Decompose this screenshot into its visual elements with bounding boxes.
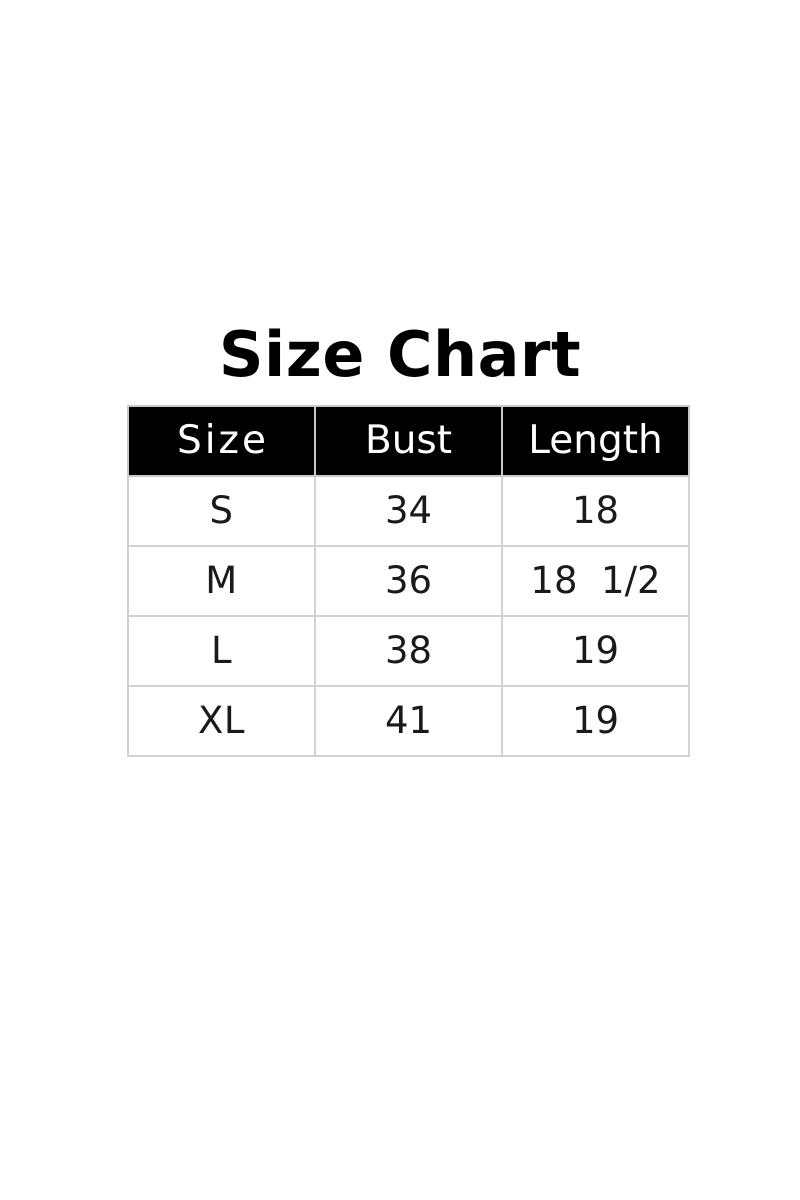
size-chart-table: Size Bust Length S 34 18 M 36 18 1/2 L — [127, 405, 690, 757]
column-header-length: Length — [501, 405, 690, 477]
column-header-bust: Bust — [314, 405, 503, 477]
page-title: Size Chart — [218, 318, 582, 391]
cell-size: S — [127, 475, 316, 547]
table-header: Size Bust Length — [127, 405, 690, 477]
cell-size: L — [127, 615, 316, 687]
cell-length: 18 — [501, 475, 690, 547]
table-body: S 34 18 M 36 18 1/2 L 38 19 XL 41 1 — [127, 475, 690, 757]
cell-length: 18 1/2 — [501, 545, 690, 617]
size-chart-table-container: Size Bust Length S 34 18 M 36 18 1/2 L — [127, 405, 690, 757]
table-row: L 38 19 — [127, 615, 690, 687]
cell-bust: 34 — [314, 475, 503, 547]
cell-length: 19 — [501, 615, 690, 687]
cell-length: 19 — [501, 685, 690, 757]
cell-bust: 41 — [314, 685, 503, 757]
cell-bust: 38 — [314, 615, 503, 687]
column-header-size: Size — [127, 405, 316, 477]
table-header-row: Size Bust Length — [127, 405, 690, 477]
table-row: M 36 18 1/2 — [127, 545, 690, 617]
table-row: XL 41 19 — [127, 685, 690, 757]
cell-size: XL — [127, 685, 316, 757]
table-row: S 34 18 — [127, 475, 690, 547]
cell-size: M — [127, 545, 316, 617]
cell-bust: 36 — [314, 545, 503, 617]
